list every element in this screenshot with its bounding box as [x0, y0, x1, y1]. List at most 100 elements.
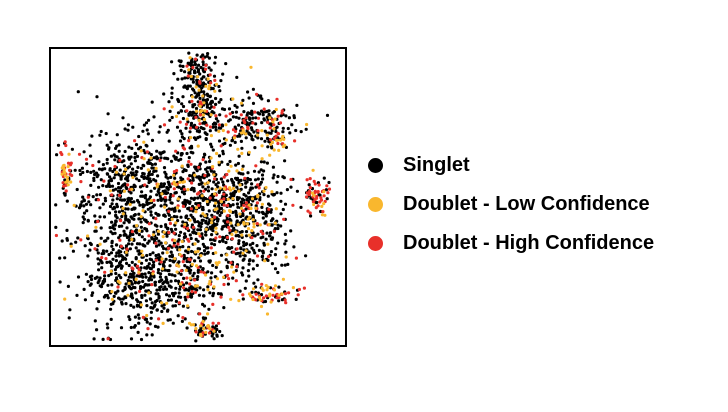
point-doublet-low-confidence-2728	[183, 222, 187, 227]
point-singlet-919	[82, 211, 87, 215]
point-singlet-1844	[149, 278, 154, 282]
point-doublet-high-confidence-2473	[138, 289, 142, 293]
point-singlet-2159	[187, 269, 191, 273]
point-singlet-1786	[163, 268, 167, 272]
point-singlet-945	[132, 224, 136, 228]
point-singlet-339	[219, 126, 223, 130]
point-doublet-high-confidence-2556	[241, 293, 245, 297]
point-doublet-low-confidence-2817	[273, 221, 277, 225]
point-singlet-986	[115, 144, 119, 148]
point-singlet-2073	[163, 285, 167, 289]
point-singlet-1730	[231, 191, 236, 195]
point-singlet-131	[185, 87, 189, 91]
point-singlet-724	[98, 193, 102, 197]
point-singlet-336	[295, 103, 299, 107]
point-singlet-1403	[238, 254, 242, 258]
point-doublet-high-confidence-2280	[208, 125, 213, 129]
point-doublet-low-confidence-2870	[320, 204, 324, 208]
point-singlet-948	[216, 219, 220, 223]
legend-label-singlet: Singlet	[403, 154, 470, 176]
point-singlet-2217	[294, 297, 298, 301]
point-doublet-high-confidence-2316	[256, 129, 260, 133]
point-singlet-224	[172, 72, 176, 76]
point-singlet-1492	[234, 211, 238, 215]
point-doublet-low-confidence-2694	[235, 169, 239, 173]
point-singlet-572	[101, 202, 105, 206]
point-singlet-81	[179, 68, 183, 72]
point-singlet-1872	[179, 295, 183, 299]
point-singlet-1969	[105, 322, 109, 326]
point-doublet-low-confidence-2789	[266, 242, 270, 246]
point-singlet-1834	[105, 293, 109, 297]
point-singlet-910	[117, 236, 121, 240]
point-singlet-499	[269, 250, 273, 254]
point-doublet-high-confidence-2571	[254, 292, 258, 296]
point-singlet-1185	[188, 146, 192, 150]
point-singlet-2135	[103, 239, 107, 243]
point-doublet-low-confidence-2875	[322, 202, 326, 206]
point-singlet-2067	[123, 285, 127, 289]
point-singlet-1180	[226, 162, 230, 166]
point-singlet-1875	[178, 284, 182, 288]
point-singlet-322	[247, 96, 251, 100]
legend-label-doublet-high: Doublet - High Confidence	[403, 232, 655, 254]
point-doublet-low-confidence-2702	[172, 180, 176, 184]
point-singlet-2081	[132, 325, 136, 329]
point-singlet-824	[154, 244, 159, 248]
point-singlet-227	[195, 53, 199, 57]
point-doublet-high-confidence-2414	[225, 172, 229, 177]
point-singlet-1079	[200, 232, 204, 236]
point-singlet-1104	[220, 107, 225, 111]
point-doublet-low-confidence-2801	[262, 189, 266, 193]
point-singlet-1857	[149, 316, 153, 320]
point-singlet-1811	[136, 313, 140, 317]
point-singlet-467	[140, 174, 144, 179]
point-singlet-993	[185, 151, 189, 156]
point-doublet-high-confidence-2566	[287, 291, 291, 295]
point-singlet-1514	[246, 171, 250, 175]
point-singlet-2066	[134, 256, 138, 260]
point-singlet-909	[135, 242, 140, 246]
point-singlet-1293	[197, 175, 201, 179]
point-singlet-1753	[101, 337, 105, 341]
point-doublet-high-confidence-2516	[317, 183, 321, 187]
point-doublet-low-confidence-2626	[260, 129, 264, 133]
point-singlet-1456	[218, 240, 222, 244]
point-doublet-low-confidence-2852	[184, 268, 188, 272]
point-singlet-2038	[130, 275, 134, 279]
point-singlet-221	[196, 70, 200, 74]
point-singlet-656	[63, 256, 67, 260]
point-singlet-1396	[214, 198, 218, 202]
point-singlet-2069	[135, 274, 139, 278]
point-singlet-2144	[185, 281, 189, 285]
point-singlet-1391	[213, 238, 217, 242]
point-singlet-540	[111, 247, 115, 252]
point-singlet-2230	[185, 326, 189, 330]
point-singlet-1757	[172, 241, 176, 245]
point-singlet-1983	[86, 219, 90, 223]
point-doublet-low-confidence-2630	[271, 120, 275, 124]
point-singlet-9	[180, 77, 184, 81]
point-singlet-1207	[168, 244, 172, 248]
point-singlet-1809	[133, 315, 137, 319]
point-singlet-222	[186, 61, 190, 65]
point-singlet-164	[211, 148, 215, 152]
point-singlet-2029	[114, 259, 118, 263]
point-singlet-2096	[176, 314, 180, 318]
point-doublet-low-confidence-2721	[213, 208, 217, 212]
point-singlet-926	[135, 177, 139, 181]
point-doublet-high-confidence-2539	[326, 191, 330, 195]
point-doublet-low-confidence-2652	[69, 244, 73, 248]
point-doublet-low-confidence-2708	[212, 173, 216, 177]
point-singlet-988	[142, 176, 146, 180]
point-doublet-low-confidence-2786	[252, 222, 256, 226]
point-singlet-357	[292, 116, 296, 120]
point-doublet-low-confidence-2766	[181, 180, 185, 184]
point-singlet-2056	[116, 289, 120, 293]
point-singlet-158	[206, 52, 210, 56]
point-doublet-low-confidence-2899	[251, 287, 256, 291]
point-singlet-1319	[194, 137, 198, 141]
point-doublet-low-confidence-2802	[248, 215, 252, 219]
point-singlet-2140	[202, 288, 206, 292]
point-singlet-1759	[145, 320, 149, 324]
